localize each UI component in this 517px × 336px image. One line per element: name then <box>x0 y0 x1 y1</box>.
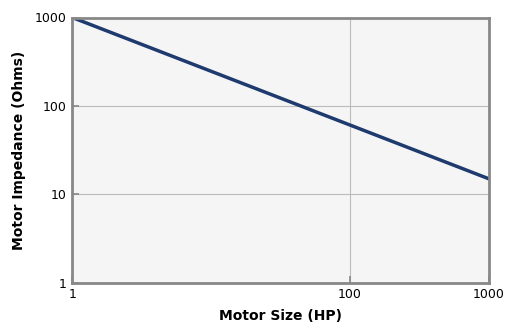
X-axis label: Motor Size (HP): Motor Size (HP) <box>219 309 342 324</box>
Y-axis label: Motor Impedance (Ohms): Motor Impedance (Ohms) <box>12 50 26 250</box>
